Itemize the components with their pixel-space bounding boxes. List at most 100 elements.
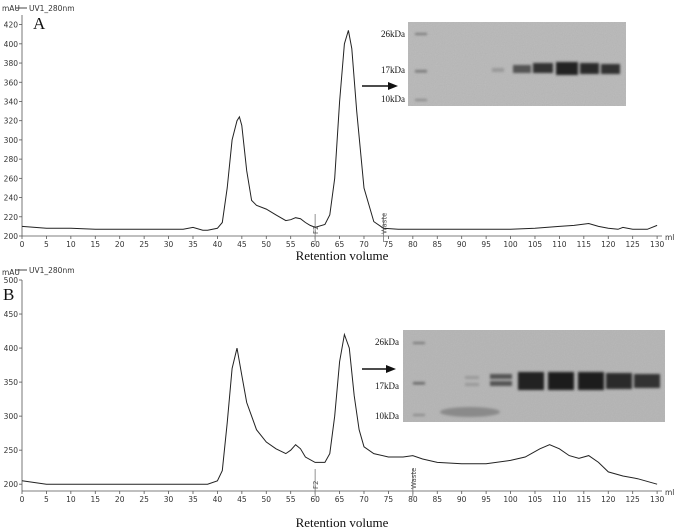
- x-tick-label: 75: [384, 240, 394, 249]
- y-tick-label: 450: [4, 310, 19, 319]
- x-axis-title: Retention volume: [296, 248, 389, 263]
- y-tick-label: 200: [4, 232, 19, 241]
- x-tick-label: 90: [457, 495, 467, 504]
- x-tick-label: 110: [552, 495, 567, 504]
- x-tick-label: 20: [115, 240, 125, 249]
- x-tick-label: 65: [335, 495, 345, 504]
- gel-inset: 26kDa 17kDa 10kDa: [362, 22, 626, 106]
- x-tick-label: 40: [213, 240, 223, 249]
- chart-panel-a: mAU UV1_280nm A 200220240260280300320340…: [2, 4, 674, 263]
- x-tick-label: 125: [626, 240, 641, 249]
- x-tick-label: 85: [432, 240, 442, 249]
- x-tick-label: 80: [408, 240, 418, 249]
- x-tick-label: 110: [552, 240, 567, 249]
- x-tick-label: 130: [650, 495, 665, 504]
- y-tick-label: 300: [4, 136, 19, 145]
- x-tick-label: 25: [139, 240, 149, 249]
- y-tick-label: 320: [4, 117, 19, 126]
- x-tick-label: 0: [20, 240, 25, 249]
- legend-label: UV1_280nm: [29, 266, 75, 275]
- y-unit-label: mAU: [2, 4, 20, 13]
- gel-inset: 26kDa 17kDa 10kDa: [362, 330, 665, 422]
- x-tick-label: 65: [335, 240, 345, 249]
- x-tick-label: 85: [432, 495, 442, 504]
- chart-panel-b: mAU UV1_280nm B 200 250 300 350 400 450 500 0 5…: [2, 266, 674, 530]
- fraction-marker-label: F2: [312, 481, 320, 489]
- x-tick-label: 120: [601, 495, 616, 504]
- chromatogram-line: [21, 30, 658, 231]
- x-tick-label: 60: [310, 495, 320, 504]
- x-tick-label: 35: [188, 495, 198, 504]
- x-tick-label: 95: [481, 240, 491, 249]
- arrow-head-icon: [388, 82, 398, 90]
- x-tick-label: 5: [44, 240, 49, 249]
- gel-marker-label: 26kDa: [381, 29, 405, 39]
- gel-marker-label: 26kDa: [375, 337, 399, 347]
- y-tick-label: 340: [4, 97, 19, 106]
- fraction-marker-label: Waste: [381, 213, 389, 234]
- fraction-marker-label: F2: [312, 226, 320, 234]
- y-unit-label: mAU: [2, 268, 20, 277]
- y-tick-label: 250: [4, 446, 19, 455]
- x-tick-label: 35: [188, 240, 198, 249]
- fraction-marker-label: Waste: [410, 468, 418, 489]
- x-tick-label: 30: [164, 240, 174, 249]
- x-unit-label: ml: [665, 233, 674, 242]
- y-tick-label: 280: [4, 155, 19, 164]
- gel-marker-label: 10kDa: [375, 411, 399, 421]
- x-tick-label: 80: [408, 495, 418, 504]
- y-tick-label: 420: [4, 21, 19, 30]
- y-tick-label: 220: [4, 213, 19, 222]
- x-tick-label: 115: [577, 240, 592, 249]
- y-tick-label: 360: [4, 78, 19, 87]
- y-tick-label: 240: [4, 194, 19, 203]
- x-tick-label: 10: [66, 240, 76, 249]
- x-tick-label: 20: [115, 495, 125, 504]
- arrow-head-icon: [386, 365, 396, 373]
- x-tick-label: 50: [262, 240, 272, 249]
- y-tick-label: 350: [4, 378, 19, 387]
- x-tick-label: 15: [91, 495, 101, 504]
- panel-label: B: [3, 285, 14, 304]
- panel-label: A: [33, 14, 46, 33]
- gel-marker-label: 10kDa: [381, 94, 405, 104]
- x-tick-label: 50: [262, 495, 272, 504]
- x-tick-label: 15: [91, 240, 101, 249]
- gel-marker-label: 17kDa: [381, 65, 405, 75]
- y-tick-label: 200: [4, 480, 19, 489]
- x-tick-label: 75: [384, 495, 394, 504]
- x-tick-label: 25: [139, 495, 149, 504]
- x-tick-label: 120: [601, 240, 616, 249]
- y-tick-label: 400: [4, 344, 19, 353]
- y-tick-label: 260: [4, 174, 19, 183]
- gel-marker-label: 17kDa: [375, 381, 399, 391]
- x-tick-label: 0: [20, 495, 25, 504]
- y-tick-label: 500: [4, 276, 19, 285]
- y-tick-label: 300: [4, 412, 19, 421]
- x-tick-label: 45: [237, 240, 247, 249]
- y-tick-label: 400: [4, 40, 19, 49]
- x-tick-label: 55: [286, 495, 296, 504]
- x-tick-label: 115: [577, 495, 592, 504]
- x-unit-label: ml: [665, 488, 674, 497]
- x-tick-label: 105: [528, 495, 543, 504]
- x-tick-label: 100: [503, 240, 518, 249]
- y-tick-label: 380: [4, 59, 19, 68]
- x-tick-label: 125: [626, 495, 641, 504]
- x-tick-label: 60: [310, 240, 320, 249]
- x-tick-label: 130: [650, 240, 665, 249]
- x-tick-label: 70: [359, 240, 369, 249]
- chromatogram-line: [21, 332, 658, 485]
- x-tick-label: 45: [237, 495, 247, 504]
- x-axis-title: Retention volume: [296, 515, 389, 530]
- x-tick-label: 30: [164, 495, 174, 504]
- x-tick-label: 55: [286, 240, 296, 249]
- x-tick-label: 5: [44, 495, 49, 504]
- x-tick-label: 100: [503, 495, 518, 504]
- x-tick-label: 40: [213, 495, 223, 504]
- legend-label: UV1_280nm: [29, 4, 75, 13]
- x-tick-label: 10: [66, 495, 76, 504]
- x-tick-label: 70: [359, 495, 369, 504]
- x-tick-label: 95: [481, 495, 491, 504]
